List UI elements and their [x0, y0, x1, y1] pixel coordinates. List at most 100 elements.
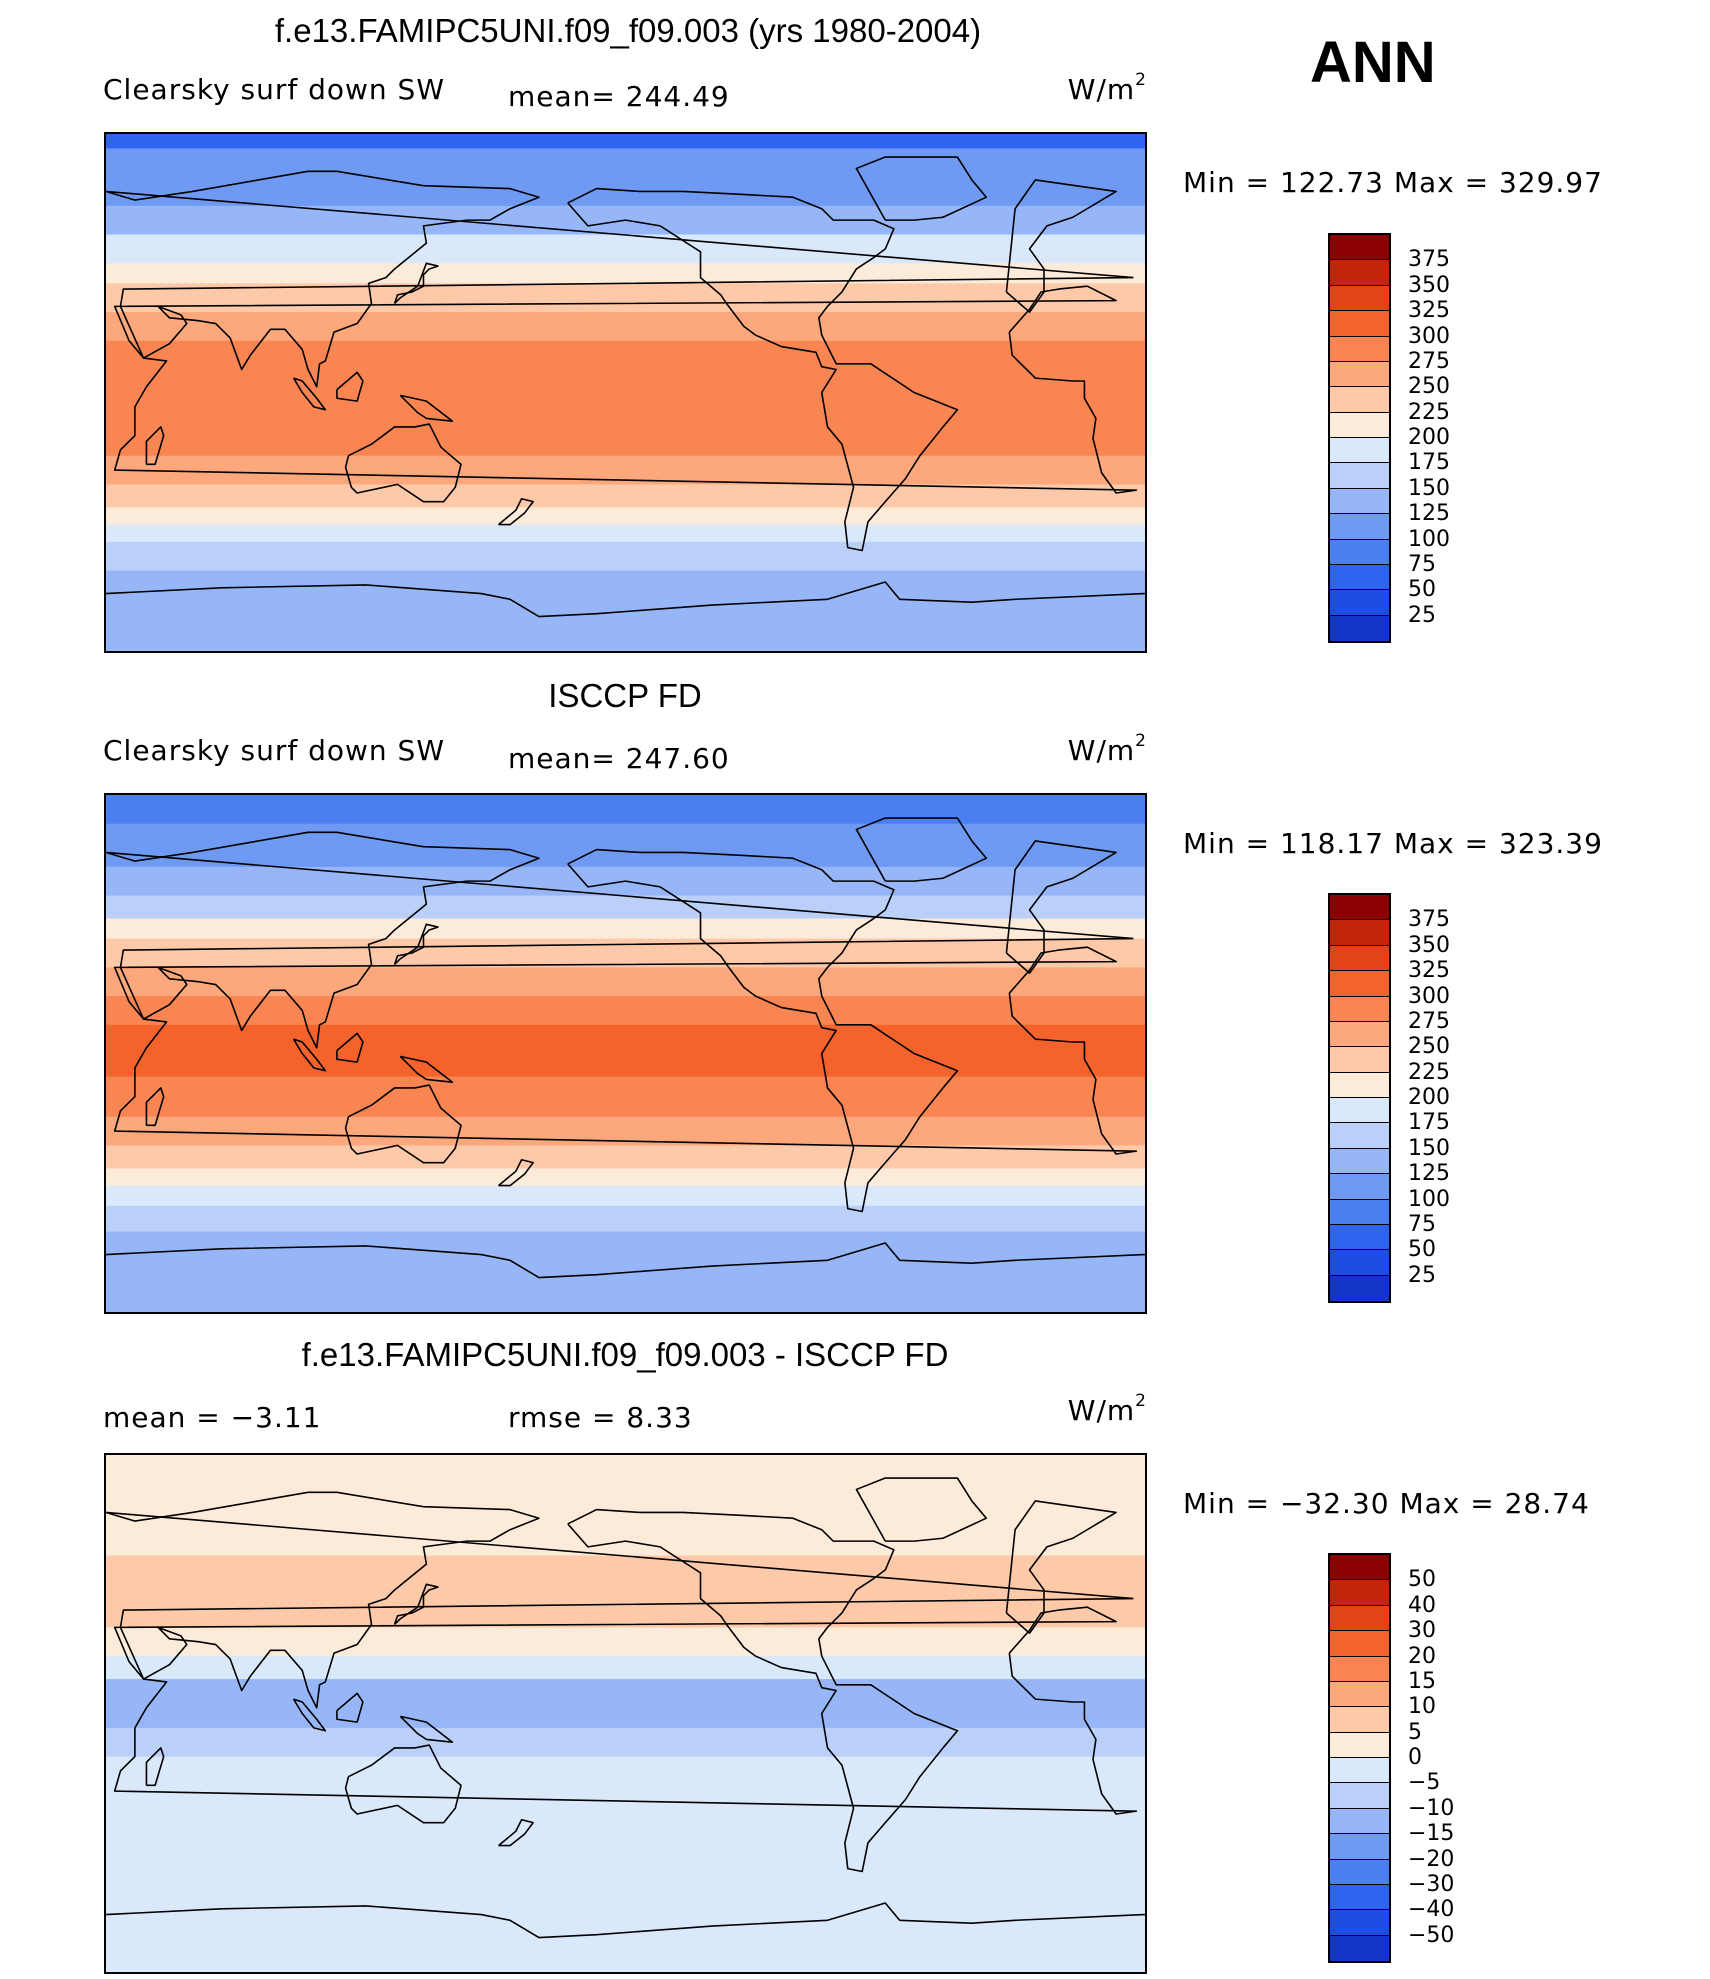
colorbar-tick-label: −20 [1408, 1846, 1455, 1872]
colorbar-swatch [1330, 564, 1389, 591]
colorbar-tick-label: −30 [1408, 1871, 1455, 1897]
coastline [292, 1698, 327, 1732]
colorbar-swatch [1330, 615, 1389, 641]
coastline [106, 1902, 1145, 1939]
colorbar-tick-label: 325 [1408, 958, 1450, 984]
colorbar-swatch [1330, 539, 1389, 565]
contour-band [106, 524, 1145, 543]
colorbar-swatch [1330, 1098, 1389, 1124]
colorbar-swatch [1330, 1148, 1389, 1175]
colorbar-swatch [1330, 1047, 1389, 1073]
coastline [292, 377, 327, 411]
colorbar-tick-label: 150 [1408, 475, 1450, 501]
colorbar-tick-label: 325 [1408, 298, 1450, 324]
colorbar-tick-label: −10 [1408, 1795, 1455, 1821]
colorbar-tick-label: 300 [1408, 323, 1450, 349]
colorbar-swatch [1330, 1631, 1389, 1657]
colorbar-swatch [1330, 1250, 1389, 1276]
colorbar-swatch [1330, 1859, 1389, 1885]
coastline [1005, 179, 1117, 313]
colorbar-swatch [1330, 1199, 1389, 1225]
colorbar-swatch [1330, 1224, 1389, 1251]
colorbar-tick-label: 75 [1408, 551, 1436, 577]
contour-band [106, 507, 1145, 526]
colorbar-tick-label: 25 [1408, 1262, 1436, 1288]
contour-band [106, 283, 1145, 313]
min-max-label: Min = 122.73 Max = 329.97 [1183, 166, 1603, 199]
colorbar-tick-label: 225 [1408, 1059, 1450, 1085]
colorbar-tick-label: 225 [1408, 399, 1450, 425]
colorbar-swatch [1330, 260, 1389, 286]
colorbar-tick-label: 10 [1408, 1694, 1436, 1720]
colorbar-swatch [1330, 1123, 1389, 1149]
colorbar-tick-label: 125 [1408, 501, 1450, 527]
panel-title: f.e13.FAMIPC5UNI.f09_f09.003 - ISCCP FD [301, 1336, 949, 1373]
colorbar-tick-label: 375 [1408, 907, 1450, 933]
contour-band [106, 148, 1145, 207]
colorbar [1328, 893, 1391, 1303]
colorbar-swatch [1330, 1656, 1389, 1682]
coastline [393, 923, 439, 966]
mean-label: mean= 247.60 [508, 742, 730, 775]
coastline [399, 1715, 454, 1743]
contour-band [106, 895, 1145, 920]
contour-band [106, 1076, 1145, 1118]
colorbar-tick-label: 50 [1408, 1567, 1436, 1593]
panel-title: f.e13.FAMIPC5UNI.f09_f09.003 (yrs 1980-2… [274, 12, 982, 49]
colorbar-tick-label: 5 [1408, 1719, 1422, 1745]
coastline [567, 848, 959, 1213]
contour-band [106, 1205, 1145, 1233]
coastline [113, 1606, 1138, 1815]
coastline [336, 1032, 364, 1063]
colorbar-tick-label: 75 [1408, 1211, 1436, 1237]
contour-band [106, 823, 1145, 868]
colorbar-swatch [1330, 971, 1389, 997]
min-max-label: Min = 118.17 Max = 323.39 [1183, 827, 1603, 860]
contour-band [106, 996, 1145, 1026]
colorbar-swatch [1330, 1910, 1389, 1936]
contour-band [106, 1627, 1145, 1657]
contour-map [104, 132, 1147, 653]
colorbar-swatch [1330, 1072, 1389, 1098]
colorbar-swatch [1330, 996, 1389, 1022]
colorbar-swatch [1330, 361, 1389, 388]
coastline [145, 426, 165, 466]
colorbar-swatch [1330, 1808, 1389, 1835]
colorbar-tick-label: 100 [1408, 526, 1450, 552]
rmse-label: rmse = 8.33 [508, 1401, 693, 1434]
contour-band [106, 1679, 1145, 1729]
coastline [344, 1744, 462, 1824]
colorbar-tick-label: 150 [1408, 1135, 1450, 1161]
colorbar-swatch [1330, 235, 1389, 261]
colorbar-swatch [1330, 945, 1389, 972]
panel-title: ISCCP FD [548, 677, 702, 714]
colorbar-tick-label: −50 [1408, 1922, 1455, 1948]
colorbar-tick-label: −5 [1408, 1770, 1441, 1796]
contour-band [106, 541, 1145, 572]
colorbar-tick-label: 20 [1408, 1643, 1436, 1669]
colorbar-tick-label: 300 [1408, 983, 1450, 1009]
colorbar-tick-label: 200 [1408, 1085, 1450, 1110]
map-field [106, 1455, 1145, 1972]
colorbar-tick-label: 25 [1408, 602, 1436, 628]
coastline [106, 1491, 1134, 1709]
colorbar-swatch [1330, 488, 1389, 515]
field-label: Clearsky surf down SW [103, 73, 446, 106]
coastline [336, 371, 364, 402]
contour-band [106, 795, 1145, 825]
units-label: W/m2 [1067, 70, 1147, 106]
coastline [145, 1087, 165, 1127]
coastline [393, 1583, 439, 1626]
colorbar-swatch [1330, 463, 1389, 489]
map-field [106, 795, 1145, 1312]
colorbar-tick-label: −40 [1408, 1897, 1455, 1923]
colorbar-swatch [1330, 1580, 1389, 1606]
colorbar [1328, 1553, 1391, 1963]
coastline [113, 285, 1138, 494]
colorbar-swatch [1330, 1758, 1389, 1784]
coastline [497, 1818, 534, 1847]
colorbar-tick-label: 30 [1408, 1618, 1436, 1644]
coastline [145, 1747, 165, 1787]
colorbar-swatch [1330, 1732, 1389, 1758]
contour-band [106, 340, 1145, 457]
